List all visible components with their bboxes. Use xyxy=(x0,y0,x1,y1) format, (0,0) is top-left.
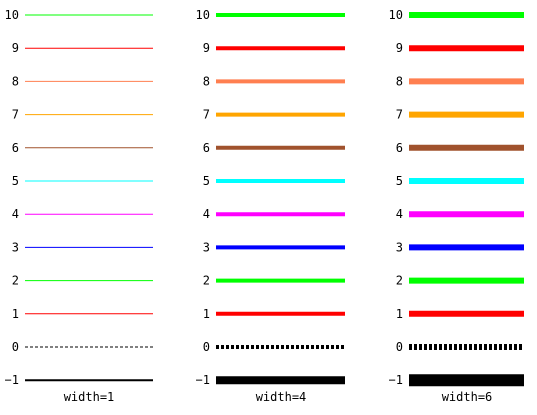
line-label: 9 xyxy=(12,41,19,55)
line-label: 6 xyxy=(203,141,210,155)
line-label: 10 xyxy=(196,8,210,22)
line-label: 5 xyxy=(12,174,19,188)
line-label: 8 xyxy=(396,74,403,88)
panel-caption: width=4 xyxy=(256,390,307,404)
line-label: 4 xyxy=(396,207,403,221)
line-label: 4 xyxy=(12,207,19,221)
line-label: 0 xyxy=(12,340,19,354)
line-label: 5 xyxy=(203,174,210,188)
line-label: −1 xyxy=(5,373,19,387)
line-label: 9 xyxy=(203,41,210,55)
line-label: 9 xyxy=(396,41,403,55)
line-label: 2 xyxy=(203,274,210,288)
line-label: −1 xyxy=(389,373,403,387)
line-label: 4 xyxy=(203,207,210,221)
line-label: 5 xyxy=(396,174,403,188)
panel-caption: width=6 xyxy=(442,390,493,404)
line-label: 10 xyxy=(5,8,19,22)
line-label: 2 xyxy=(396,274,403,288)
line-label: 3 xyxy=(396,240,403,254)
line-label: 1 xyxy=(396,307,403,321)
line-label: 0 xyxy=(203,340,210,354)
line-label: 1 xyxy=(203,307,210,321)
line-label: 8 xyxy=(12,74,19,88)
panel-caption: width=1 xyxy=(64,390,115,404)
line-label: 1 xyxy=(12,307,19,321)
line-label: 7 xyxy=(12,108,19,122)
line-label: 6 xyxy=(396,141,403,155)
line-label: 8 xyxy=(203,74,210,88)
line-label: 6 xyxy=(12,141,19,155)
line-label: 3 xyxy=(203,240,210,254)
line-label: 7 xyxy=(203,108,210,122)
line-label: 10 xyxy=(389,8,403,22)
line-label: 7 xyxy=(396,108,403,122)
line-label: −1 xyxy=(196,373,210,387)
line-label: 0 xyxy=(396,340,403,354)
line-label: 2 xyxy=(12,274,19,288)
line-label: 3 xyxy=(12,240,19,254)
